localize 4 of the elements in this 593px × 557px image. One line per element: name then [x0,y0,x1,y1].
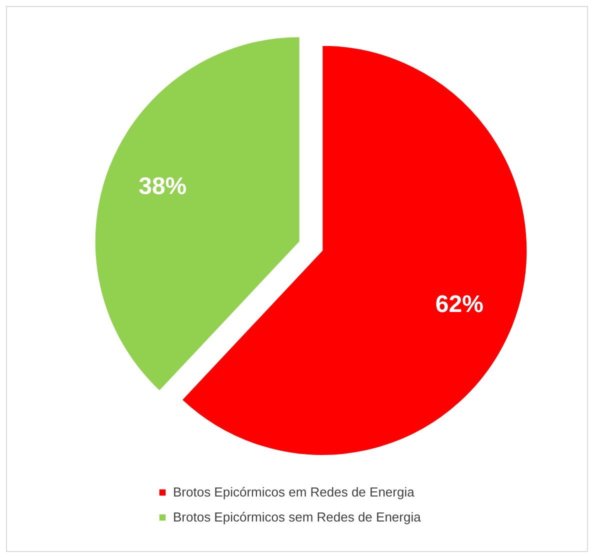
legend-label: Brotos Epicórmicos sem Redes de Energia [173,510,422,524]
legend-label: Brotos Epicórmicos em Redes de Energia [173,484,416,500]
data-label: 38% [138,173,187,200]
data-label: 62% [435,290,484,318]
